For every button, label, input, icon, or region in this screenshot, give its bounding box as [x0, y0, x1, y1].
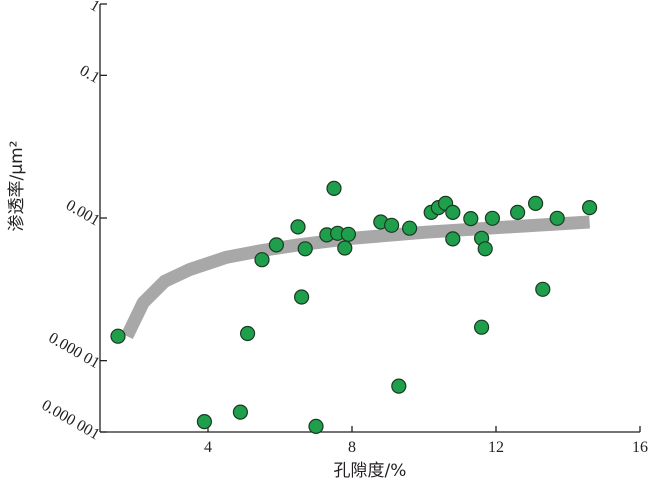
- data-point: [337, 240, 353, 256]
- y-axis-title: 渗透率/μm²: [7, 141, 27, 232]
- data-point: [110, 328, 126, 344]
- data-point: [240, 325, 256, 342]
- data-point: [402, 220, 418, 236]
- data-point: [232, 404, 248, 420]
- data-point: [445, 231, 461, 247]
- data-point: [391, 378, 407, 394]
- y-tick-label: 0.000 001: [39, 397, 103, 444]
- data-point: [290, 219, 306, 235]
- data-point: [445, 204, 461, 220]
- data-point: [527, 195, 544, 211]
- x-tick-label: 8: [348, 439, 356, 456]
- y-tick-label: 0.001: [63, 197, 103, 230]
- y-tick-label: 0.1: [77, 62, 103, 87]
- y-tick-label: 0.000 01: [46, 329, 103, 372]
- data-point: [254, 252, 270, 268]
- data-point: [340, 226, 356, 242]
- x-ticks: 4 8 12 16: [204, 426, 648, 456]
- data-point: [509, 204, 526, 220]
- data-point: [477, 241, 493, 257]
- data-point: [294, 289, 310, 305]
- data-point: [463, 211, 479, 227]
- x-tick-label: 12: [488, 439, 504, 456]
- data-point: [535, 281, 551, 297]
- data-point: [474, 319, 490, 335]
- data-point: [297, 241, 313, 257]
- data-points: [110, 180, 598, 434]
- trend-layer: [121, 215, 590, 340]
- data-point: [308, 418, 324, 434]
- data-point: [484, 210, 500, 226]
- data-point: [581, 200, 598, 216]
- data-point: [549, 210, 565, 226]
- trend-band: [121, 215, 590, 340]
- x-tick-label: 16: [632, 439, 648, 456]
- x-axis-title: 孔隙度/%: [334, 461, 407, 481]
- data-point: [384, 217, 400, 233]
- data-point: [196, 414, 212, 430]
- x-tick-label: 4: [204, 439, 212, 456]
- data-point: [268, 237, 284, 253]
- data-point: [326, 180, 342, 196]
